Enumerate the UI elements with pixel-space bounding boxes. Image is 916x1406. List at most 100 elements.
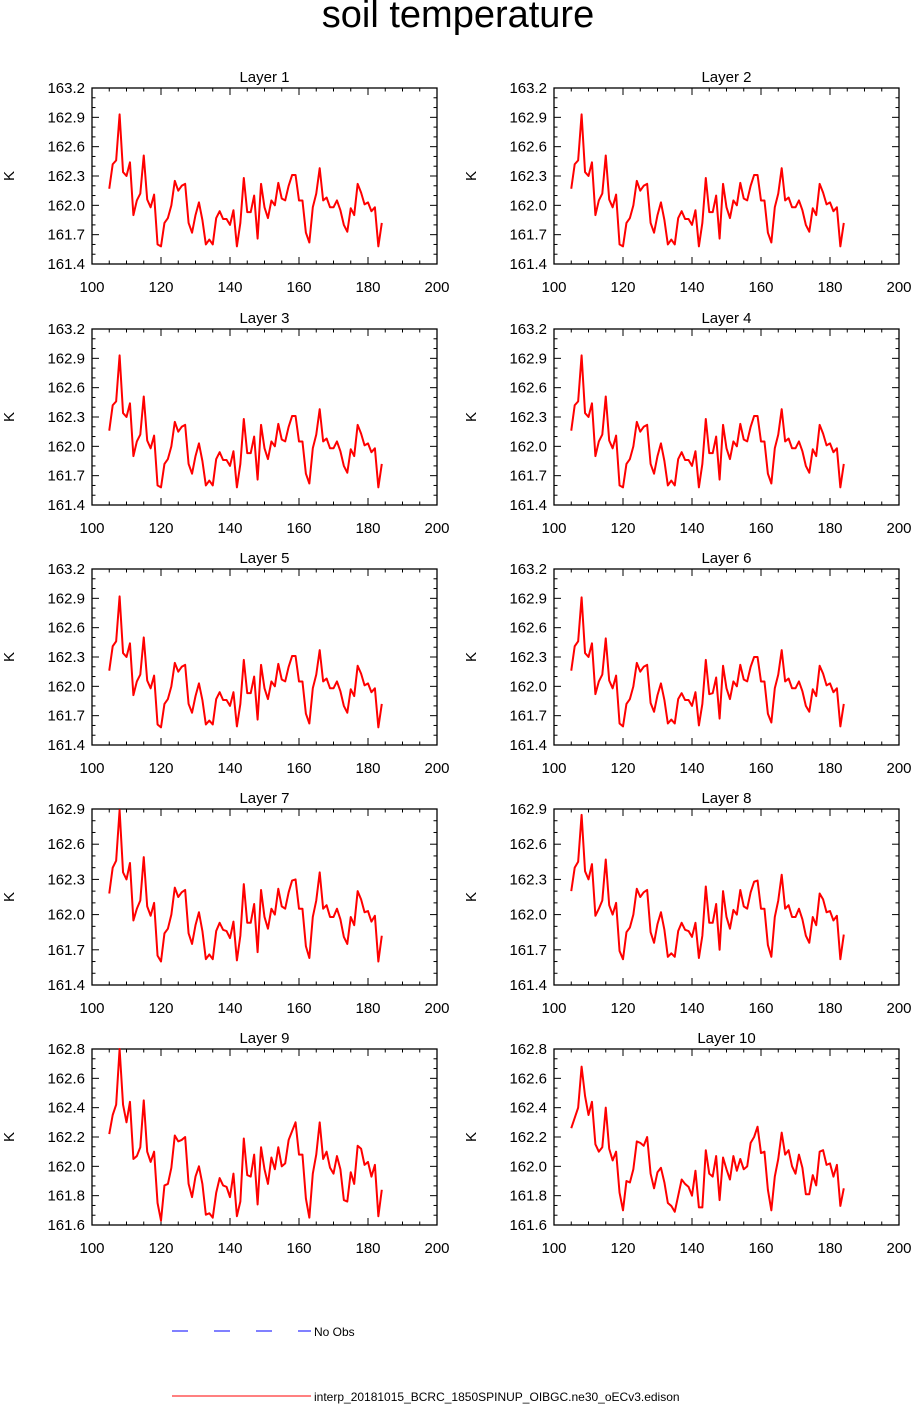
x-tick-label: 160 bbox=[748, 1240, 773, 1257]
y-axis-label: K bbox=[463, 1132, 480, 1142]
x-tick-label: 120 bbox=[148, 520, 173, 537]
panel-layer-3: Layer 3 K 100 120 140 160 180 200 161.4 161.7 162.… bbox=[1, 310, 450, 537]
legend-obs-label: No Obs bbox=[314, 1325, 355, 1339]
y-axis-label: K bbox=[463, 171, 480, 181]
panel-layer-4: Layer 4 K 100 120 140 160 180 200 161.4 161.7 162.… bbox=[463, 310, 912, 537]
plot-frame bbox=[91, 87, 438, 265]
x-tick-label: 120 bbox=[610, 760, 635, 777]
plot-frame bbox=[553, 808, 900, 986]
y-axis-label: K bbox=[1, 171, 18, 181]
y-tick-label: 163.2 bbox=[509, 561, 547, 578]
y-tick-label: 162.0 bbox=[47, 907, 85, 924]
x-tick-label: 120 bbox=[148, 1000, 173, 1017]
x-tick-label: 200 bbox=[886, 520, 911, 537]
x-tick-label: 120 bbox=[148, 760, 173, 777]
y-tick-label: 162.9 bbox=[47, 350, 85, 367]
legend: No Obs interp_20181015_BCRC_1850SPINUP_O… bbox=[172, 1325, 680, 1404]
y-axis-label: K bbox=[463, 412, 480, 422]
x-tick-label: 100 bbox=[79, 1240, 104, 1257]
y-tick-label: 162.3 bbox=[509, 871, 547, 888]
x-tick-label: 140 bbox=[217, 1000, 242, 1017]
panel-layer-5: Layer 5 K 100 120 140 160 180 200 161.4 161.7 162.… bbox=[1, 550, 450, 777]
panel-title: Layer 2 bbox=[701, 69, 751, 86]
y-axis-label: K bbox=[463, 652, 480, 662]
y-tick-label: 161.7 bbox=[47, 468, 85, 485]
y-tick-label: 162.2 bbox=[509, 1129, 547, 1146]
y-tick-label: 161.7 bbox=[509, 942, 547, 959]
x-tick-label: 100 bbox=[79, 520, 104, 537]
y-tick-label: 162.6 bbox=[509, 1070, 547, 1087]
plot-frame bbox=[91, 328, 438, 506]
y-tick-label: 162.6 bbox=[47, 380, 85, 397]
x-tick-label: 100 bbox=[541, 520, 566, 537]
x-tick-label: 140 bbox=[679, 760, 704, 777]
panel-layer-9: Layer 9 K 100 120 140 160 180 200 161.6 161.8 162.… bbox=[1, 1030, 450, 1257]
y-tick-label: 161.7 bbox=[509, 227, 547, 244]
x-tick-label: 180 bbox=[817, 520, 842, 537]
y-tick-label: 162.6 bbox=[47, 1070, 85, 1087]
x-tick-label: 140 bbox=[217, 279, 242, 296]
series-line bbox=[570, 113, 845, 248]
x-tick-label: 120 bbox=[148, 279, 173, 296]
x-tick-label: 200 bbox=[886, 760, 911, 777]
y-tick-label: 162.3 bbox=[509, 168, 547, 185]
y-tick-label: 162.3 bbox=[47, 871, 85, 888]
y-axis-label: K bbox=[463, 892, 480, 902]
panel-title: Layer 8 bbox=[701, 790, 751, 807]
y-tick-label: 162.6 bbox=[47, 620, 85, 637]
y-tick-label: 162.8 bbox=[509, 1041, 547, 1058]
y-tick-label: 162.6 bbox=[509, 620, 547, 637]
y-tick-label: 163.2 bbox=[509, 321, 547, 338]
y-tick-label: 162.3 bbox=[509, 409, 547, 426]
x-tick-label: 200 bbox=[424, 279, 449, 296]
x-tick-label: 180 bbox=[355, 760, 380, 777]
y-axis-label: K bbox=[1, 412, 18, 422]
y-tick-label: 162.8 bbox=[47, 1041, 85, 1058]
x-tick-label: 100 bbox=[79, 760, 104, 777]
y-tick-label: 162.9 bbox=[47, 801, 85, 818]
y-tick-label: 161.4 bbox=[509, 256, 547, 273]
x-tick-label: 180 bbox=[355, 279, 380, 296]
series-line bbox=[570, 813, 845, 961]
y-tick-label: 162.0 bbox=[47, 678, 85, 695]
x-tick-label: 140 bbox=[217, 520, 242, 537]
plot-frame bbox=[91, 1048, 438, 1226]
y-tick-label: 162.9 bbox=[47, 109, 85, 126]
x-tick-label: 140 bbox=[679, 1240, 704, 1257]
plot-frame bbox=[91, 568, 438, 746]
x-tick-label: 160 bbox=[748, 760, 773, 777]
x-tick-label: 140 bbox=[217, 1240, 242, 1257]
x-tick-label: 200 bbox=[424, 1240, 449, 1257]
y-tick-label: 162.6 bbox=[509, 380, 547, 397]
y-tick-label: 162.2 bbox=[47, 1129, 85, 1146]
series-line bbox=[108, 113, 383, 248]
panel-layer-2: Layer 2 K 100 120 140 160 180 200 161.4 161.7 162.… bbox=[463, 69, 912, 296]
panel-title: Layer 9 bbox=[239, 1030, 289, 1047]
plot-frame bbox=[91, 808, 438, 986]
plot-frame bbox=[553, 1048, 900, 1226]
x-tick-label: 120 bbox=[610, 279, 635, 296]
x-tick-label: 100 bbox=[79, 279, 104, 296]
series-line bbox=[570, 596, 845, 728]
y-tick-label: 161.4 bbox=[509, 977, 547, 994]
x-tick-label: 100 bbox=[541, 1000, 566, 1017]
x-tick-label: 160 bbox=[748, 520, 773, 537]
panel-title: Layer 7 bbox=[239, 790, 289, 807]
y-tick-label: 162.9 bbox=[509, 350, 547, 367]
y-tick-label: 161.7 bbox=[47, 708, 85, 725]
y-axis-label: K bbox=[1, 652, 18, 662]
panel-layer-8: Layer 8 K 100 120 140 160 180 200 161.4 161.7 162.… bbox=[463, 790, 912, 1017]
x-tick-label: 140 bbox=[679, 1000, 704, 1017]
y-tick-label: 162.0 bbox=[509, 907, 547, 924]
x-tick-label: 100 bbox=[541, 1240, 566, 1257]
x-tick-label: 180 bbox=[355, 1000, 380, 1017]
x-tick-label: 200 bbox=[886, 1240, 911, 1257]
y-tick-label: 162.3 bbox=[47, 168, 85, 185]
y-tick-label: 163.2 bbox=[509, 80, 547, 97]
y-tick-label: 162.3 bbox=[509, 649, 547, 666]
panel-title: Layer 5 bbox=[239, 550, 289, 567]
y-tick-label: 162.9 bbox=[509, 801, 547, 818]
x-tick-label: 180 bbox=[355, 520, 380, 537]
x-tick-label: 160 bbox=[286, 520, 311, 537]
y-tick-label: 162.4 bbox=[47, 1100, 85, 1117]
